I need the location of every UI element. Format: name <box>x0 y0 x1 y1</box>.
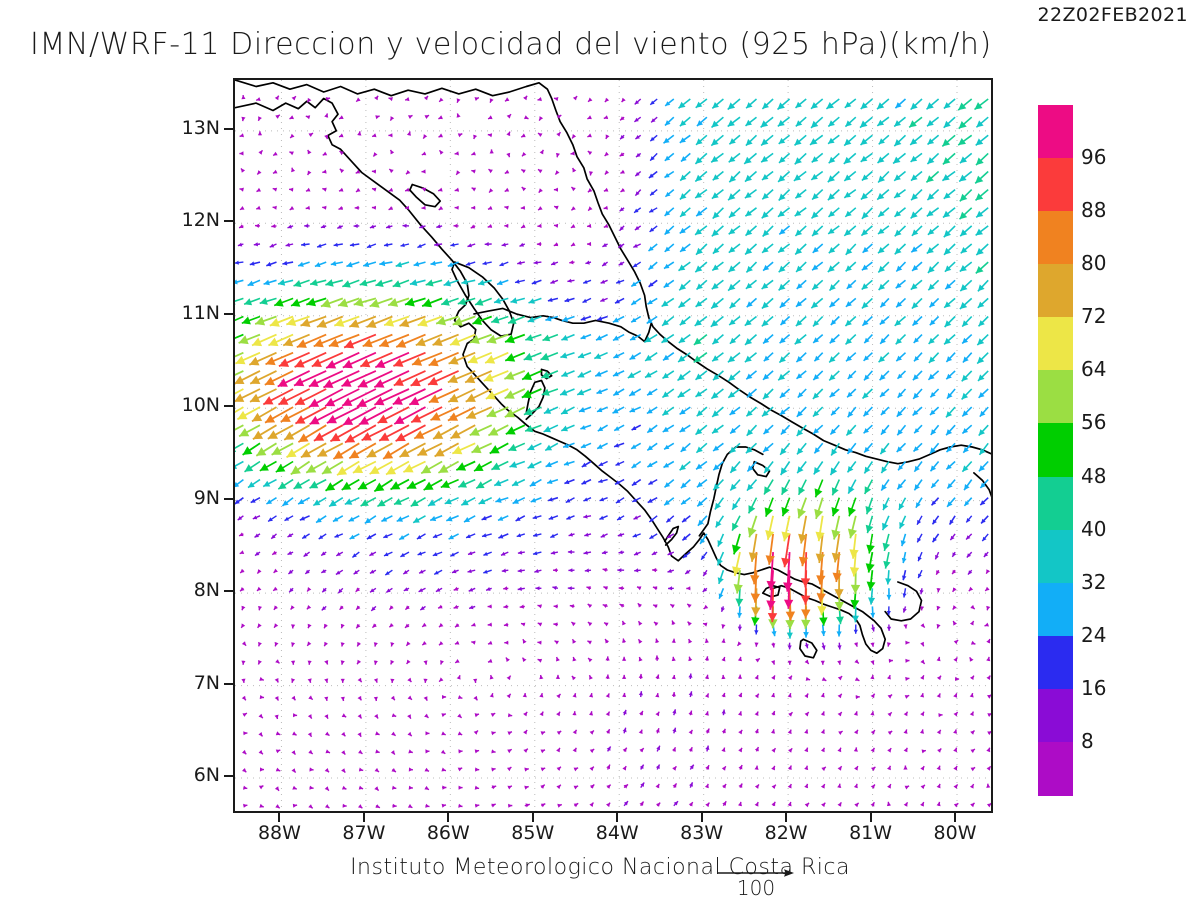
colorbar-tick-label: 40 <box>1081 516 1107 541</box>
colorbar-band[interactable] <box>1038 211 1073 265</box>
colorbar-tick-label: 64 <box>1081 357 1107 382</box>
colorbar-tick-label: 80 <box>1081 251 1107 276</box>
y-axis-tick-mark <box>224 312 233 315</box>
gridlines-group <box>235 80 991 811</box>
reference-vector-label: 100 <box>736 876 776 900</box>
colorbar-band[interactable] <box>1038 370 1073 425</box>
x-axis-tick-label: 80W <box>933 822 977 844</box>
x-axis-tick-label: 83W <box>680 822 724 844</box>
colorbar-band[interactable] <box>1038 264 1073 318</box>
x-axis-tick-mark <box>616 813 619 822</box>
x-axis-tick-label: 82W <box>764 822 808 844</box>
colorbar-tick-label: 56 <box>1081 410 1107 435</box>
x-axis-tick-label: 81W <box>849 822 893 844</box>
x-axis-tick-mark <box>531 813 534 822</box>
y-axis-tick-label: 8N <box>193 579 220 602</box>
colorbar-band[interactable] <box>1038 317 1073 371</box>
colorbar-band[interactable] <box>1038 105 1073 159</box>
colorbar-tick-label: 8 <box>1081 728 1094 753</box>
x-axis-tick-label: 88W <box>257 822 301 844</box>
colorbar-tick-label: 16 <box>1081 675 1107 700</box>
y-axis-tick-mark <box>224 220 233 223</box>
y-axis-tick-label: 6N <box>193 764 220 787</box>
y-axis-tick-label: 11N <box>181 301 220 324</box>
colorbar-band[interactable] <box>1038 582 1073 637</box>
colorbar-tick-label: 88 <box>1081 198 1107 223</box>
page-title: IMN/WRF-11 Direccion y velocidad del vie… <box>30 27 992 62</box>
colorbar-band[interactable] <box>1038 158 1073 212</box>
colorbar-tick-label: 48 <box>1081 463 1107 488</box>
colorbar-tick-label: 24 <box>1081 622 1107 647</box>
y-axis-tick-label: 12N <box>181 209 220 232</box>
colorbar-legend[interactable] <box>1038 105 1073 796</box>
y-axis-tick-mark <box>224 127 233 130</box>
map-plot-area[interactable] <box>233 78 993 813</box>
y-axis-tick-label: 13N <box>181 116 220 139</box>
y-axis-tick-mark <box>224 775 233 778</box>
colorbar-band[interactable] <box>1038 741 1073 796</box>
y-axis-tick-label: 10N <box>181 394 220 417</box>
colorbar-tick-label: 72 <box>1081 304 1107 329</box>
reference-vector-icon <box>718 869 794 877</box>
footer-credit: Instituto Meteorologico Nacional Costa R… <box>350 855 850 880</box>
y-axis-tick-label: 7N <box>193 671 220 694</box>
colorbar-tick-label: 32 <box>1081 569 1107 594</box>
x-axis-tick-mark <box>700 813 703 822</box>
x-axis-tick-label: 85W <box>511 822 555 844</box>
x-axis-tick-label: 84W <box>595 822 639 844</box>
y-axis-tick-mark <box>224 682 233 685</box>
colorbar-tick-label: 96 <box>1081 145 1107 170</box>
colorbar-band[interactable] <box>1038 635 1073 690</box>
coastlines-group <box>235 80 991 659</box>
x-axis-tick-mark <box>278 813 281 822</box>
y-axis-tick-mark <box>224 497 233 500</box>
colorbar-band[interactable] <box>1038 423 1073 478</box>
y-axis-tick-mark <box>224 405 233 408</box>
x-axis-tick-mark <box>954 813 956 822</box>
x-axis-tick-label: 87W <box>342 822 386 844</box>
colorbar-band[interactable] <box>1038 529 1073 584</box>
x-axis-tick-mark <box>785 813 788 822</box>
y-axis-tick-label: 9N <box>193 486 220 509</box>
x-axis-tick-label: 86W <box>426 822 470 844</box>
wind-field-svg <box>235 80 991 811</box>
x-axis-tick-mark <box>869 813 872 822</box>
colorbar-band[interactable] <box>1038 476 1073 531</box>
wind-arrows-group <box>235 95 991 809</box>
y-axis-tick-mark <box>224 590 233 593</box>
x-axis-tick-mark <box>362 813 365 822</box>
datestamp-label: 22Z02FEB2021 <box>1037 4 1188 26</box>
x-axis-tick-mark <box>447 813 450 822</box>
colorbar-band[interactable] <box>1038 688 1073 743</box>
